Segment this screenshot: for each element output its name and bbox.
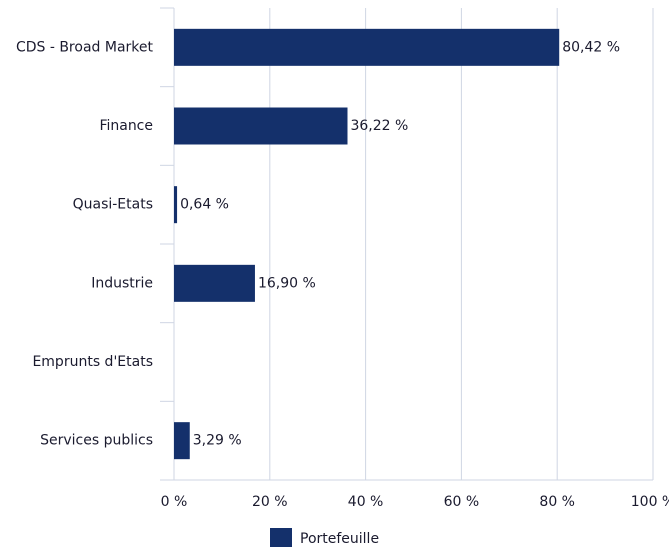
data-label: 16,90 %: [258, 275, 316, 291]
x-tick-label: 100 %: [631, 494, 669, 510]
bar: [174, 107, 348, 145]
x-tick-label: 0 %: [161, 494, 188, 510]
bar: [174, 186, 178, 224]
y-tick-label: Quasi-Etats: [73, 197, 153, 213]
legend-label: Portefeuille: [300, 531, 379, 547]
x-tick-label: 80 %: [539, 494, 575, 510]
data-label: 80,42 %: [562, 39, 620, 55]
bar: [174, 264, 255, 302]
x-tick-label: 40 %: [348, 494, 384, 510]
x-tick-label: 20 %: [252, 494, 288, 510]
data-label: 3,29 %: [193, 433, 242, 449]
data-label: 36,22 %: [350, 118, 408, 134]
data-label: 0,64 %: [180, 197, 229, 213]
legend-swatch: [270, 528, 292, 547]
y-tick-label: Finance: [99, 118, 153, 134]
y-tick-label: Services publics: [40, 433, 153, 449]
bar: [174, 28, 560, 66]
y-tick-label: Industrie: [91, 275, 153, 291]
y-tick-label: CDS - Broad Market: [16, 39, 154, 55]
x-tick-label: 60 %: [444, 494, 480, 510]
bar: [174, 422, 190, 460]
y-tick-label: Emprunts d'Etats: [32, 354, 153, 370]
